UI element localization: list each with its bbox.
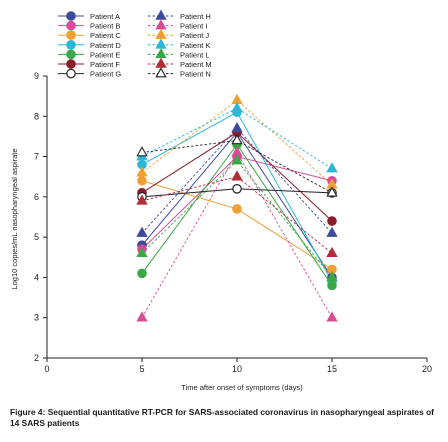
legend-marker	[155, 38, 167, 49]
data-point	[136, 146, 148, 157]
legend-marker	[155, 9, 167, 20]
y-tick-label: 6	[34, 192, 39, 202]
legend-entry: Patient N	[148, 67, 211, 79]
data-point	[231, 101, 243, 113]
legend-label: Patient H	[180, 12, 211, 21]
data-point	[326, 311, 338, 322]
legend-marker	[155, 57, 167, 68]
series-line	[141, 143, 333, 286]
x-tick-label: 10	[232, 364, 242, 374]
legend-label: Patient M	[180, 60, 212, 69]
data-point	[326, 246, 338, 258]
y-tick-label: 7	[34, 152, 39, 162]
y-tick-label: 3	[34, 313, 39, 323]
legend-entry: Patient I	[148, 19, 208, 31]
legend-entry: Patient L	[148, 48, 210, 59]
legend-marker	[66, 39, 76, 50]
data-point	[231, 134, 243, 145]
legend-entry: Patient C	[58, 30, 121, 40]
legend-entry: Patient J	[148, 28, 209, 40]
legend-marker	[155, 67, 167, 78]
legend-marker	[66, 68, 76, 79]
y-tick-label: 4	[34, 272, 39, 282]
legend-label: Patient J	[180, 31, 209, 40]
legend-entry: Patient F	[58, 59, 120, 69]
legend-marker	[155, 28, 167, 39]
legend-entry: Patient B	[58, 20, 120, 31]
data-point	[137, 175, 147, 186]
x-tick-label: 15	[327, 364, 337, 374]
data-point	[231, 154, 243, 165]
y-tick-label: 8	[34, 111, 39, 121]
data-point	[137, 268, 147, 279]
legend-entry: Patient G	[58, 68, 121, 79]
legend-label: Patient K	[180, 41, 210, 50]
legend-label: Patient D	[90, 41, 121, 50]
data-point	[326, 162, 338, 173]
data-point	[136, 194, 148, 205]
legend-label: Patient F	[90, 60, 120, 69]
legend-entry: Patient M	[148, 57, 212, 69]
data-point	[326, 186, 338, 197]
legend-entry: Patient D	[58, 39, 121, 50]
legend-label: Patient L	[180, 50, 210, 59]
legend-marker	[155, 19, 167, 30]
line-chart: 0 5 10 15 20 2 3 4 5 6 7 8 9 Time after onset of symp…	[10, 9, 432, 392]
data-point	[326, 226, 338, 237]
data-point	[327, 216, 337, 226]
legend-entry: Patient H	[148, 9, 211, 21]
legend-label: Patient E	[90, 50, 120, 59]
data-point	[327, 280, 337, 291]
data-point	[326, 271, 338, 282]
legend-marker	[66, 59, 76, 69]
data-point	[232, 204, 242, 214]
legend-entry: Patient K	[148, 38, 210, 50]
legend-entry: Patient A	[58, 11, 120, 21]
data-point	[231, 121, 243, 133]
x-tick-label: 0	[44, 364, 49, 374]
y-tick-label: 9	[34, 71, 39, 81]
caption-text: Sequential quantitative RT-PCR for SARS-…	[10, 407, 434, 428]
series-line	[141, 99, 333, 186]
data-point	[136, 311, 148, 322]
legend-marker	[66, 20, 76, 31]
legend-marker	[155, 48, 167, 59]
data-point	[232, 184, 242, 194]
x-axis-label: Time after onset of symptoms (days)	[181, 383, 303, 392]
legend-label: Patient G	[90, 70, 121, 79]
legend-marker	[66, 30, 76, 40]
series-line	[141, 176, 333, 254]
data-point	[231, 170, 243, 181]
legend-label: Patient C	[90, 31, 121, 40]
figure-caption: Figure 4: Sequential quantitative RT-PCR…	[10, 407, 440, 429]
y-axis-label: Log10 copies/mL nasopharyngeal aspirate	[10, 148, 19, 289]
legend-entry: Patient E	[58, 49, 120, 60]
x-tick-label: 5	[139, 364, 144, 374]
legend-marker	[66, 49, 76, 60]
y-tick-label: 2	[34, 353, 39, 363]
legend-label: Patient B	[90, 22, 120, 31]
legend-label: Patient A	[90, 12, 120, 21]
x-tick-label: 20	[422, 364, 432, 374]
data-point	[136, 226, 148, 237]
data-point	[136, 166, 148, 177]
legend-marker	[66, 11, 76, 21]
legend-label: Patient N	[180, 70, 211, 79]
y-tick-label: 5	[34, 232, 39, 242]
caption-prefix: Figure 4:	[10, 407, 48, 417]
series-line	[141, 107, 333, 170]
chart-area: 0 5 10 15 20 2 3 4 5 6 7 8 9 Time after onset of symp…	[10, 9, 432, 392]
legend-label: Patient I	[180, 22, 208, 31]
data-point	[136, 246, 148, 258]
